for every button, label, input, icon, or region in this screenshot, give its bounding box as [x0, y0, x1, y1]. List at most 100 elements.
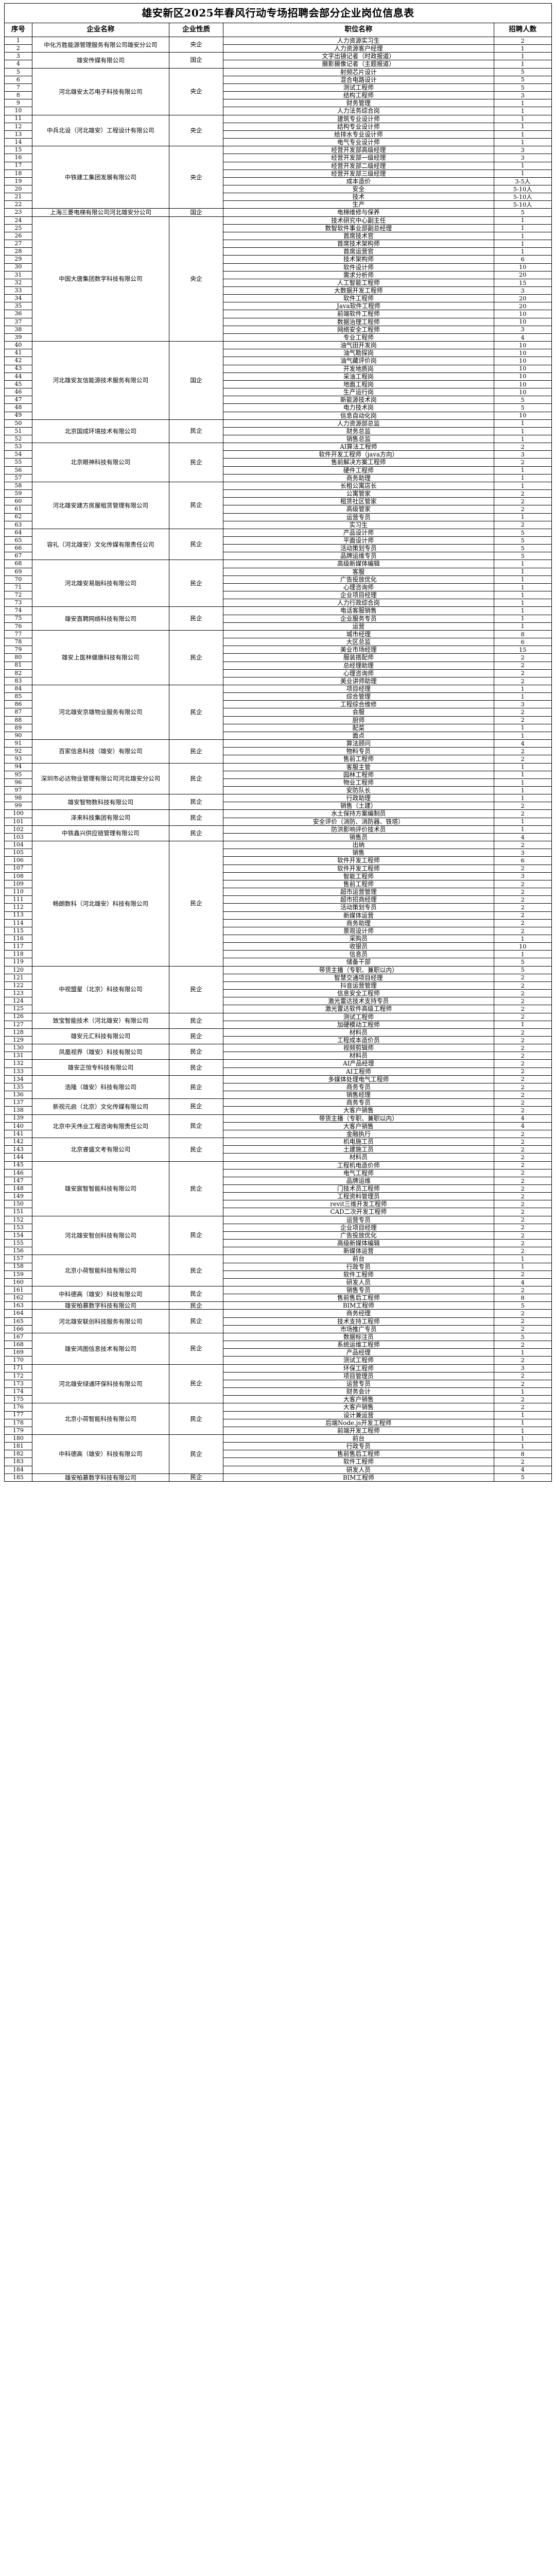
table-row: 62 运营专员 1 — [4, 513, 552, 521]
table-row: 100 泽来科技集团有限公司 民企 水土保持方案编制员 2 — [4, 809, 552, 826]
cell-firm-nature: 民企 — [169, 1059, 224, 1076]
cell-job-title: 人力资源部总监 — [223, 419, 494, 428]
table-row: 60 租赁社区管家 2 — [4, 497, 552, 506]
table-row: 174 财务会计 1 — [4, 1387, 552, 1396]
cell-headcount: 2 — [493, 36, 552, 45]
cell-seq: 177 — [4, 1411, 32, 1419]
cell-job-title: 心理咨询师 — [223, 583, 494, 592]
table-row: 27 首席技术架构师 1 — [4, 240, 552, 248]
table-row: 58 河北雄安建方房屋租赁管理有限公司 民企 长租公寓店长 1 — [4, 481, 552, 529]
cell-seq: 108 — [4, 872, 32, 880]
cell-headcount: 10 — [493, 317, 552, 326]
cell-job-title: 企业项目经理 — [223, 591, 494, 600]
cell-headcount: 5 — [493, 1473, 552, 1482]
table-row: 153 企业项目经理 2 — [4, 1223, 552, 1232]
cell-seq: 24 — [4, 216, 32, 225]
table-row: 96 物业工程师 1 — [4, 778, 552, 787]
table-row: 67 品牌运维专员 5 — [4, 552, 552, 561]
table-row: 19 成本造价 3-5人 — [4, 177, 552, 185]
table-row: 53 北京眼神科技有限公司 民企 AI算法工程师 2 — [4, 443, 552, 482]
cell-seq: 18 — [4, 169, 32, 178]
cell-headcount: 1 — [493, 240, 552, 248]
cell-headcount: 2 — [493, 1247, 552, 1256]
cell-job-title: 销售专员 — [223, 1285, 494, 1295]
cell-seq: 90 — [4, 731, 32, 740]
table-row: 150 revit三维开发工程师 2 — [4, 1200, 552, 1209]
cell-firm-nature: 民企 — [169, 1075, 224, 1099]
table-row: 26 首席技术官 1 — [4, 231, 552, 241]
table-row: 76 运营 1 — [4, 622, 552, 631]
table-row: 124 激光雷达技术支持专员 2 — [4, 997, 552, 1006]
cell-headcount: 6 — [493, 638, 552, 647]
cell-seq: 27 — [4, 240, 32, 248]
cell-headcount: 2 — [493, 489, 552, 498]
cell-seq: 180 — [4, 1434, 32, 1443]
cell-headcount: 2 — [493, 1379, 552, 1388]
cell-job-title: 项目经理 — [223, 684, 494, 693]
table-row: 42 油气藏评价岗 10 — [4, 357, 552, 365]
cell-job-title: 软件开发工程师 — [223, 864, 494, 873]
cell-headcount: 2 — [493, 809, 552, 818]
cell-headcount: 2 — [493, 1067, 552, 1076]
cell-headcount: 1 — [493, 1434, 552, 1443]
cell-headcount: 5-10人 — [493, 193, 552, 201]
cell-headcount: 1 — [493, 434, 552, 444]
cell-headcount: 10 — [493, 372, 552, 381]
table-row: 50 北京国成环境技术有限公司 民企 人力资源部总监 1 — [4, 419, 552, 444]
cell-seq: 114 — [4, 919, 32, 927]
table-row: 164 河北雄安联创科技服务有限公司 民企 商务经理 2 — [4, 1309, 552, 1333]
cell-headcount: 2 — [493, 919, 552, 927]
cell-firm-name: 河北雄安京雄物业服务有限公司 — [31, 684, 170, 740]
cell-headcount: 2 — [493, 1138, 552, 1146]
cell-seq: 66 — [4, 544, 32, 553]
cell-firm-name: 河北雄安绿通环保科技有限公司 — [31, 1364, 170, 1404]
table-row: 30 软件设计师 10 — [4, 263, 552, 272]
cell-seq: 29 — [4, 255, 32, 264]
cell-seq: 34 — [4, 294, 32, 303]
cell-headcount: 1 — [493, 1426, 552, 1435]
cell-seq: 157 — [4, 1255, 32, 1263]
cell-firm-nature: 民企 — [169, 684, 224, 740]
cell-headcount: 1 — [493, 1411, 552, 1419]
cell-headcount: 10 — [493, 263, 552, 272]
table-row: 160 研发人员 4 — [4, 1278, 552, 1287]
cell-job-title: 软件工程师 — [223, 294, 494, 303]
cell-headcount: 2 — [493, 802, 552, 810]
table-row: 15 中铁建工集团发展有限公司 央企 经营开发部高级经理 3 — [4, 146, 552, 209]
cell-headcount: 1 — [493, 794, 552, 803]
table-row: 39 专业工程师 4 — [4, 333, 552, 342]
table-row: 4 摄影摄像记者（主题报道） 1 — [4, 60, 552, 69]
cell-seq: 132 — [4, 1059, 32, 1068]
cell-job-title: 设计兼运营 — [223, 1411, 494, 1419]
cell-job-title: 结构工程师 — [223, 91, 494, 100]
cell-headcount: 2 — [493, 747, 552, 756]
cell-firm-name: 北京小荷智能科技有限公司 — [31, 1255, 170, 1286]
cell-seq: 123 — [4, 989, 32, 998]
cell-seq: 82 — [4, 669, 32, 677]
cell-headcount: 1 — [493, 216, 552, 225]
table-row: 133 AI工程师 2 — [4, 1067, 552, 1076]
table-row: 63 实习生 2 — [4, 520, 552, 529]
cell-job-title: 高级管家 — [223, 505, 494, 514]
cell-firm-nature: 民企 — [169, 1215, 224, 1256]
cell-seq: 93 — [4, 755, 32, 764]
cell-seq: 25 — [4, 224, 32, 232]
table-row: 36 前端软件工程师 10 — [4, 310, 552, 318]
column-header-firm-name: 企业名称 — [31, 23, 170, 37]
cell-firm-name: 雄安鸿图信息技术有限公司 — [31, 1332, 170, 1365]
cell-firm-name: 雄安直聘网络科技有限公司 — [31, 606, 170, 631]
cell-headcount: 2 — [493, 926, 552, 935]
cell-job-title: 新媒体运营 — [223, 1247, 494, 1256]
table-row: 1 中化方胜能源管理服务有限公司雄安分公司 央企 人力资源实习生 2 — [4, 36, 552, 53]
cell-headcount: 2 — [493, 903, 552, 912]
cell-firm-nature: 国企 — [169, 52, 224, 69]
cell-job-title: 新能源技术岗 — [223, 396, 494, 404]
cell-headcount: 2 — [493, 1270, 552, 1279]
cell-seq: 86 — [4, 700, 32, 709]
cell-job-title: 前端开发工程师 — [223, 1426, 494, 1435]
cell-firm-nature: 民企 — [169, 1403, 224, 1435]
cell-job-title: 人力法务综合岗 — [223, 107, 494, 115]
cell-headcount: 3 — [493, 872, 552, 880]
cell-headcount: 10 — [493, 357, 552, 365]
cell-headcount: 2 — [493, 973, 552, 982]
